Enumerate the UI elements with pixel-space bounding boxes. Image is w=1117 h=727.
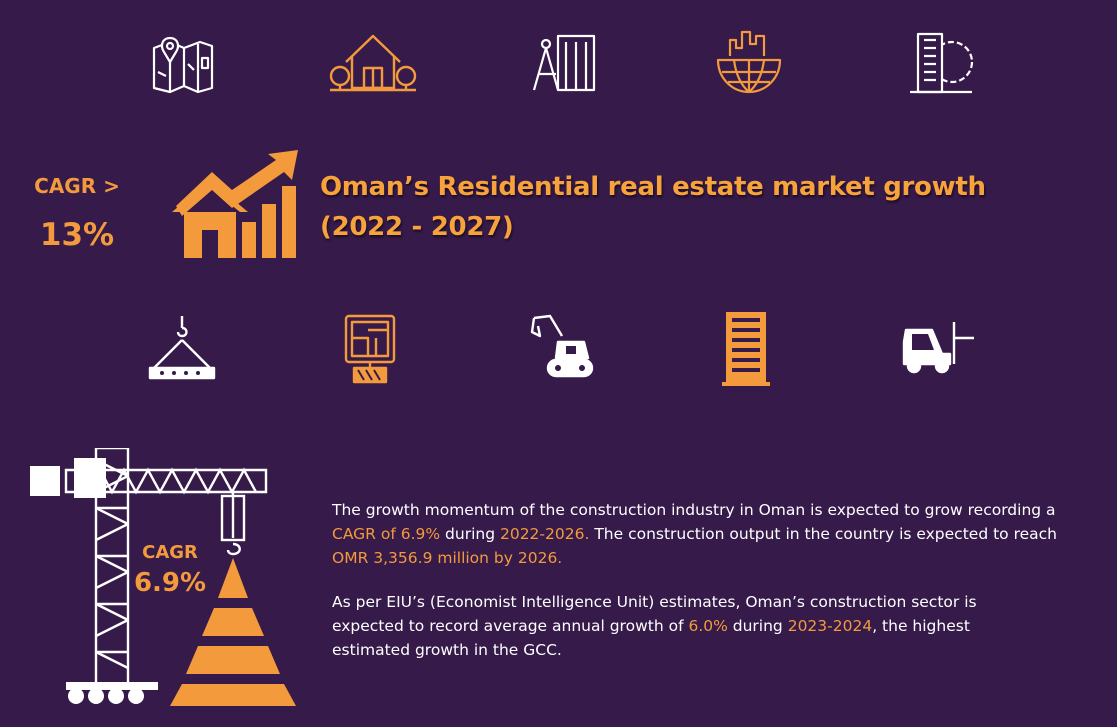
p2-text-2: during: [727, 617, 788, 635]
p1-text-2: during: [440, 525, 500, 543]
house-icon: [328, 32, 418, 94]
title-line-2: (2022 - 2027): [320, 212, 514, 242]
excavator-icon: [528, 312, 596, 384]
tower-crane-icon: [26, 448, 316, 710]
building-gear-icon: [906, 28, 976, 96]
crane-cagr-value: 6.9%: [133, 568, 207, 598]
p1-text-3: The construction output in the country i…: [589, 525, 1057, 543]
paragraph-construction-growth: The growth momentum of the construction …: [332, 498, 1094, 570]
p2-text-1: As per EIU’s (Economist Intelligence Uni…: [332, 593, 977, 635]
p1-highlight-cagr: CAGR of 6.9%: [332, 525, 441, 543]
globe-city-icon: [714, 26, 784, 96]
architect-compass-icon: [528, 32, 598, 94]
p2-highlight-period: 2023-2024: [787, 617, 873, 635]
headline-cagr-label: CAGR >: [34, 174, 120, 198]
crane-hook-load-icon: [148, 312, 216, 382]
p1-highlight-period: 2022-2026.: [499, 525, 590, 543]
p1-text-1: The growth momentum of the construction …: [332, 501, 1056, 519]
crane-cagr-label: CAGR: [142, 542, 198, 563]
headline-cagr-value: 13%: [39, 217, 115, 253]
forklift-icon: [898, 318, 978, 378]
house-growth-arrow-icon: [168, 150, 302, 262]
p1-highlight-output: OMR 3,356.9 million by 2026.: [332, 549, 563, 567]
blueprint-board-icon: [342, 312, 398, 386]
tower-building-icon: [720, 308, 772, 388]
p2-text-3: , the highest estimated growth in the GC…: [332, 617, 970, 659]
map-pin-icon: [150, 34, 216, 94]
page-title: Oman’s Residential real estate market gr…: [320, 167, 1080, 247]
paragraph-eiu-estimates: As per EIU’s (Economist Intelligence Uni…: [332, 590, 1052, 662]
p2-highlight-growth: 6.0%: [688, 617, 728, 635]
title-line-1: Oman’s Residential real estate market gr…: [320, 172, 986, 202]
